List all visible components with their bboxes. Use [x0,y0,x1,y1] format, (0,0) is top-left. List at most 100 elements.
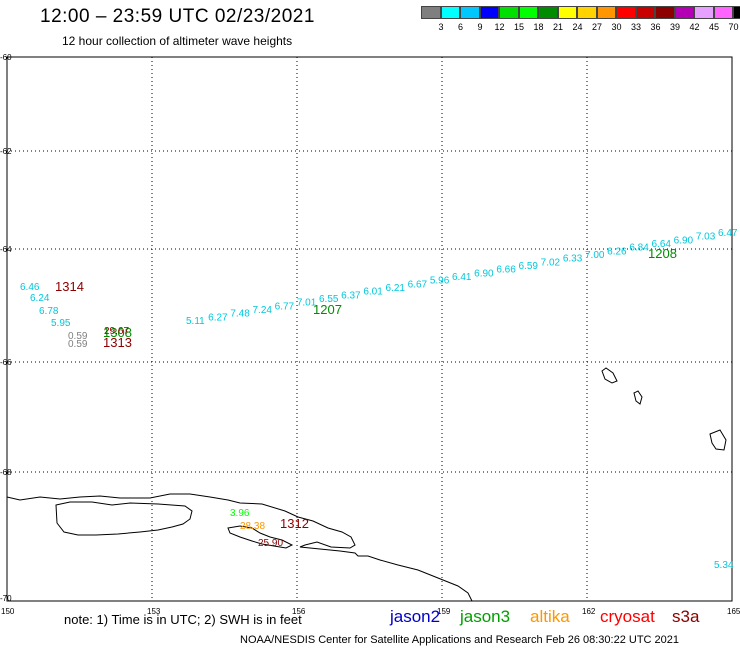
wave-height-value: 5.96 [430,276,450,287]
wave-height-value: 6.90 [474,268,494,279]
wave-height-value: 6.59 [519,261,539,272]
lat-tick-label: -70 [0,594,12,603]
legend-note: note: 1) Time is in UTC; 2) SWH is in fe… [64,612,302,627]
scale-swatch [421,6,441,19]
wave-height-value: 6.84 [629,243,649,254]
color-scale-bar [421,6,740,19]
wave-height-value: 6.01 [363,287,383,298]
satellite-legend-item: altika [530,607,570,626]
wave-height-value: 29.67 [104,326,129,337]
wave-height-value: 6.26 [607,246,627,257]
scale-swatch [635,6,655,19]
wave-height-value: 6.27 [208,312,228,323]
page-subtitle: 12 hour collection of altimeter wave hei… [62,34,293,48]
wave-height-value: 3.96 [230,508,250,519]
wave-height-value: 0.59 [68,339,88,350]
island-3 [709,429,727,451]
satellite-legend-item: jason2 [390,607,441,626]
scale-swatch [596,6,616,19]
wave-height-value: 6.21 [386,283,406,294]
wave-height-value: 6.46 [20,282,40,293]
wave-height-value: 6.37 [341,290,361,301]
footer-credit: NOAA/NESDIS Center for Satellite Applica… [240,634,680,646]
wave-height-value: 5.34 [714,560,734,571]
scale-tick-label: 3 [438,22,444,32]
scale-swatch [616,6,636,19]
lon-tick-label: 165 [727,607,740,616]
lon-tick-label: 156 [292,607,306,616]
wave-height-value: 7.24 [253,305,273,316]
lat-tick-label: -62 [0,147,12,156]
wave-height-value: 6.41 [452,272,472,283]
wave-height-value: 6.55 [319,294,339,305]
lon-tick-label: 153 [147,607,161,616]
scale-tick-label: 39 [669,22,680,32]
scale-tick-label: 70 [728,22,739,32]
scale-tick-label: 24 [572,22,583,32]
scale-tick-label: 18 [533,22,544,32]
coastline-mainland [6,493,473,602]
time-label: 1314 [55,279,84,294]
scale-tick-label: 45 [708,22,719,32]
lat-tick-label: -68 [0,468,12,477]
scale-swatch [713,6,733,19]
wave-height-value: 25.90 [258,538,283,549]
lat-tick-label: -64 [0,245,12,254]
time-label: 1308 [103,325,132,340]
wave-height-value: 6.24 [30,293,50,304]
wave-height-value: 7.00 [585,250,605,261]
scale-tick-label: 15 [513,22,524,32]
scale-swatch [460,6,480,19]
wave-height-value: 6.47 [718,228,738,239]
scale-swatch [479,6,499,19]
time-label: 1312 [280,516,309,531]
scale-tick-label: 9 [477,22,483,32]
wave-height-value: 5.95 [51,318,71,329]
scale-swatch [674,6,694,19]
lat-tick-label: -66 [0,358,12,367]
scale-tick-label: 42 [689,22,700,32]
wave-height-value: 6.90 [674,235,694,246]
wave-height-value: 28.38 [240,521,265,532]
scale-swatch [538,6,558,19]
wave-height-value: 5.11 [186,316,205,327]
island-1 [601,367,618,384]
wave-height-value: 6.66 [496,265,516,276]
scale-swatch [440,6,460,19]
scale-tick-label: 36 [650,22,661,32]
lon-tick-label: 150 [1,607,15,616]
wave-height-value: 7.01 [297,298,317,309]
scale-tick-label: 12 [494,22,505,32]
time-label: 1208 [648,246,677,261]
wave-height-value: 7.02 [541,257,561,268]
time-label: 1313 [103,335,132,350]
scale-tick-label: 30 [611,22,622,32]
island-2 [633,390,643,405]
scale-swatch [733,6,740,19]
scale-swatch [655,6,675,19]
scale-swatch [557,6,577,19]
satellite-legend-item: jason3 [460,607,511,626]
wave-height-value: 0.59 [68,331,88,342]
scale-tick-label: 27 [591,22,602,32]
wave-height-value: 7.48 [230,309,250,320]
wave-height-value: 6.67 [408,279,428,290]
coastline-island-chain [227,525,294,549]
lon-tick-label: 159 [437,607,451,616]
scale-swatch [694,6,714,19]
satellite-legend-item: s3a [672,607,700,626]
wave-height-value: 6.64 [652,239,672,250]
wave-height-value: 6.77 [275,301,295,312]
lon-tick-label: 162 [582,607,596,616]
scale-swatch [577,6,597,19]
lat-tick-label: -60 [0,53,12,62]
graticule: 150 153 156 159 162 165 -60 -62 -64 -66 -68 -70 [0,53,740,616]
coastline-peninsula [55,501,193,536]
map-frame [6,56,733,602]
wave-height-value: 6.33 [563,254,583,265]
satellite-legend-item: cryosat [600,607,655,626]
wave-height-value: 6.78 [39,306,59,317]
